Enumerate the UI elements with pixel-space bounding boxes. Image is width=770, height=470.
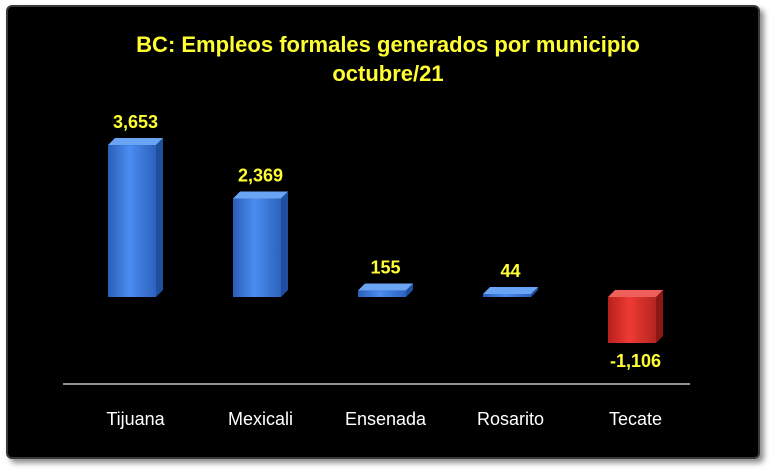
bar-front-face xyxy=(608,297,656,344)
chart-frame: BC: Empleos formales generados por munic… xyxy=(6,5,760,459)
bar-side-face xyxy=(406,283,413,297)
bars-layer xyxy=(108,138,663,344)
chart-subtitle: octubre/21 xyxy=(332,61,443,86)
bar-side-face xyxy=(656,290,663,344)
bar-chart: BC: Empleos formales generados por munic… xyxy=(63,32,690,429)
bar-top-face xyxy=(483,287,538,294)
value-label: 155 xyxy=(370,258,400,278)
bar-top-face xyxy=(108,138,163,146)
bar-front-face xyxy=(358,290,406,297)
bar-top-face xyxy=(608,290,663,297)
value-label: 44 xyxy=(500,261,520,281)
bar-top-face xyxy=(358,283,413,291)
bar-front-face xyxy=(108,145,156,297)
bar-top-face xyxy=(233,191,288,199)
bar-front-face xyxy=(483,294,531,297)
bar-tecate xyxy=(608,290,663,344)
value-label: 2,369 xyxy=(238,165,283,185)
bar-ensenada xyxy=(358,283,413,297)
bar-side-face xyxy=(156,138,163,297)
category-label: Mexicali xyxy=(228,409,293,429)
bar-side-face xyxy=(281,191,288,297)
category-label: Tijuana xyxy=(106,409,165,429)
category-label: Tecate xyxy=(609,409,662,429)
category-label: Rosarito xyxy=(477,409,544,429)
labels-layer: 3,653 Tijuana 2,369 Mexicali 155 Ensenada 44 Ro… xyxy=(106,112,662,429)
bar-tijuana xyxy=(108,138,163,297)
value-label: -1,106 xyxy=(610,351,661,371)
bar-mexicali xyxy=(233,191,288,297)
bar-rosarito xyxy=(483,287,538,297)
bar-side-face xyxy=(531,287,538,297)
chart-title: BC: Empleos formales generados por munic… xyxy=(136,32,640,57)
category-label: Ensenada xyxy=(345,409,427,429)
value-label: 3,653 xyxy=(113,112,158,132)
bar-front-face xyxy=(233,198,281,297)
